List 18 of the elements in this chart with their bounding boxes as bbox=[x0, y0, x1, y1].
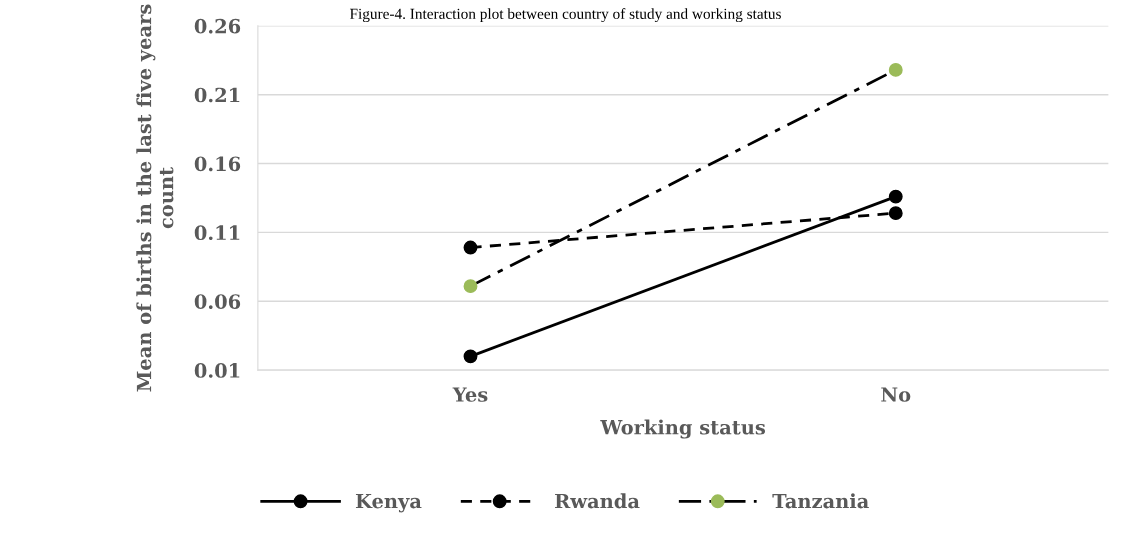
y-tick-label: 0.26 bbox=[194, 18, 241, 34]
x-tick-label: No bbox=[881, 387, 911, 402]
y-tick-label: 0.21 bbox=[194, 87, 240, 103]
y-axis-title: Mean of births in the last five years count bbox=[136, 4, 174, 392]
point bbox=[888, 189, 903, 204]
point bbox=[463, 349, 478, 364]
y-tick-label: 0.01 bbox=[194, 363, 240, 378]
y-tick-label: 0.11 bbox=[194, 225, 240, 241]
y-tick-label: 0.16 bbox=[194, 156, 241, 172]
legend-label: Tanzania bbox=[772, 493, 869, 509]
y-tick-label: 0.06 bbox=[194, 294, 241, 309]
legend-label: Kenya bbox=[355, 493, 422, 513]
chart-title: Figure-4. Interaction plot between country of study and working status bbox=[349, 8, 781, 23]
point bbox=[888, 206, 903, 221]
point bbox=[463, 240, 478, 255]
x-tick-label: Yes bbox=[452, 387, 488, 402]
x-axis-title: Working status bbox=[600, 419, 766, 439]
legend-label: Rwanda bbox=[555, 493, 640, 509]
